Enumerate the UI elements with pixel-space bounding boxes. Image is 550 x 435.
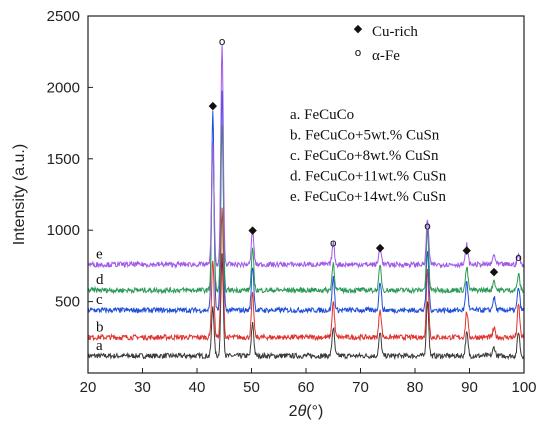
x-axis-title-symbol: θ <box>298 403 307 420</box>
cu-rich-marker: ◆ <box>376 241 385 254</box>
y-tick-label: 2500 <box>47 8 80 25</box>
xrd-series-e <box>87 44 525 269</box>
x-axis-title-unit: (°) <box>306 403 323 420</box>
curve-label-d: d <box>96 272 104 288</box>
y-tick-label: 2000 <box>47 79 80 96</box>
alpha-fe-legend-symbol: o <box>355 46 362 59</box>
curve-label-b: b <box>96 319 104 335</box>
cu-rich-legend-symbol: ◆ <box>354 22 363 35</box>
xrd-series-a <box>87 253 525 361</box>
y-tick-label: 1500 <box>47 151 80 168</box>
sample-legend-item: e. FeCuCo+14wt.% CuSn <box>290 189 446 205</box>
sample-legend-item: a. FeCuCo <box>290 107 354 123</box>
cu-rich-marker: ◆ <box>209 99 218 112</box>
xrd-series-d <box>87 125 525 295</box>
phase-legend-label: α-Fe <box>372 48 400 64</box>
sample-legend-item: d. FeCuCo+11wt.% CuSn <box>290 169 447 185</box>
y-axis: 500 1000 1500 2000 2500 <box>47 8 93 311</box>
alpha-fe-marker: o <box>219 35 226 48</box>
cu-rich-marker: ◆ <box>490 265 499 278</box>
alpha-fe-marker: o <box>515 251 522 264</box>
curve-label-c: c <box>96 292 103 308</box>
xrd-series-b <box>87 207 524 342</box>
x-tick-label: 90 <box>461 379 478 396</box>
x-axis-title: 2θ(°) <box>289 403 324 420</box>
curves-layer <box>87 44 525 361</box>
y-tick-label: 500 <box>55 294 80 311</box>
alpha-fe-marker: o <box>330 237 337 250</box>
x-tick-label: 100 <box>511 379 536 396</box>
curve-label-e: e <box>96 246 103 262</box>
x-axis: 20 30 40 50 60 70 80 90 100 <box>80 368 537 396</box>
x-tick-label: 80 <box>407 379 424 396</box>
phase-markers-layer: ◆ o ◆ o ◆ o ◆ ◆ o <box>209 35 523 278</box>
phase-legend-label: Cu-rich <box>372 24 418 40</box>
y-tick-label: 1000 <box>47 222 80 239</box>
x-tick-label: 30 <box>134 379 151 396</box>
x-tick-label: 40 <box>189 379 206 396</box>
y-axis-title: Intensity (a.u.) <box>11 144 28 245</box>
x-tick-label: 50 <box>243 379 260 396</box>
x-tick-label: 20 <box>80 379 97 396</box>
curve-label-a: a <box>96 338 103 354</box>
sample-legend-item: b. FeCuCo+5wt.% CuSn <box>290 128 440 144</box>
alpha-fe-marker: o <box>424 219 431 232</box>
xrd-series-c <box>87 90 525 315</box>
sample-legend-item: c. FeCuCo+8wt.% CuSn <box>290 148 439 164</box>
x-tick-label: 70 <box>352 379 369 396</box>
cu-rich-marker: ◆ <box>248 224 257 237</box>
cu-rich-marker: ◆ <box>463 244 472 257</box>
sample-legend: a. FeCuCo b. FeCuCo+5wt.% CuSn c. FeCuCo+8… <box>290 107 447 205</box>
phase-legend: ◆ Cu-rich o α-Fe <box>354 22 419 64</box>
x-tick-label: 60 <box>298 379 315 396</box>
x-axis-title-main: 2 <box>289 403 298 420</box>
